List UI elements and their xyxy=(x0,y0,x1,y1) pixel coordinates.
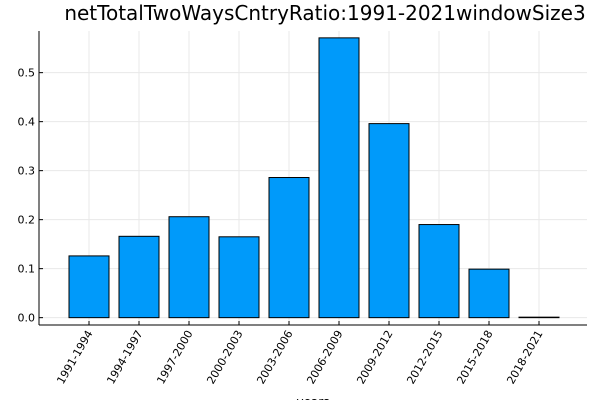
bar-1994-1997 xyxy=(118,235,160,319)
y-tick-label: 0.0 xyxy=(18,312,36,325)
x-tick-label: 1997-2000 xyxy=(154,328,195,386)
bar-2012-2015 xyxy=(418,224,460,319)
x-tick-label: 2018-2021 xyxy=(504,328,545,386)
x-tick-label: 2009-2012 xyxy=(354,328,395,386)
x-axis-label: years xyxy=(296,395,329,400)
x-tick-label: 2015-2018 xyxy=(454,328,495,386)
bars-layer xyxy=(68,37,560,319)
y-tick-label: 0.1 xyxy=(18,263,36,276)
x-tick-label: 1994-1997 xyxy=(104,328,145,386)
chart-title: netTotalTwoWaysCntryRatio:1991-2021windo… xyxy=(64,1,585,25)
bar-2009-2012 xyxy=(368,123,410,319)
y-tick-label: 0.5 xyxy=(18,67,36,80)
bar-2015-2018 xyxy=(468,268,510,319)
x-tick-label: 2006-2009 xyxy=(304,328,345,386)
x-tick-label: 2000-2003 xyxy=(204,328,245,386)
bar-2000-2003 xyxy=(218,236,260,319)
x-tick-label: 2012-2015 xyxy=(404,328,445,386)
bar-2003-2006 xyxy=(268,177,310,319)
bar-2006-2009 xyxy=(318,37,360,319)
bar-1997-2000 xyxy=(168,216,210,319)
x-tick-label: 2003-2006 xyxy=(254,328,295,386)
bar-2018-2021 xyxy=(518,316,560,319)
y-tick-label: 0.2 xyxy=(18,214,36,227)
axes-layer xyxy=(38,31,587,326)
x-tick-label: 1991-1994 xyxy=(54,328,95,386)
bar-1991-1994 xyxy=(68,255,110,319)
y-tick-label: 0.4 xyxy=(18,116,36,129)
y-tick-label: 0.3 xyxy=(18,165,36,178)
